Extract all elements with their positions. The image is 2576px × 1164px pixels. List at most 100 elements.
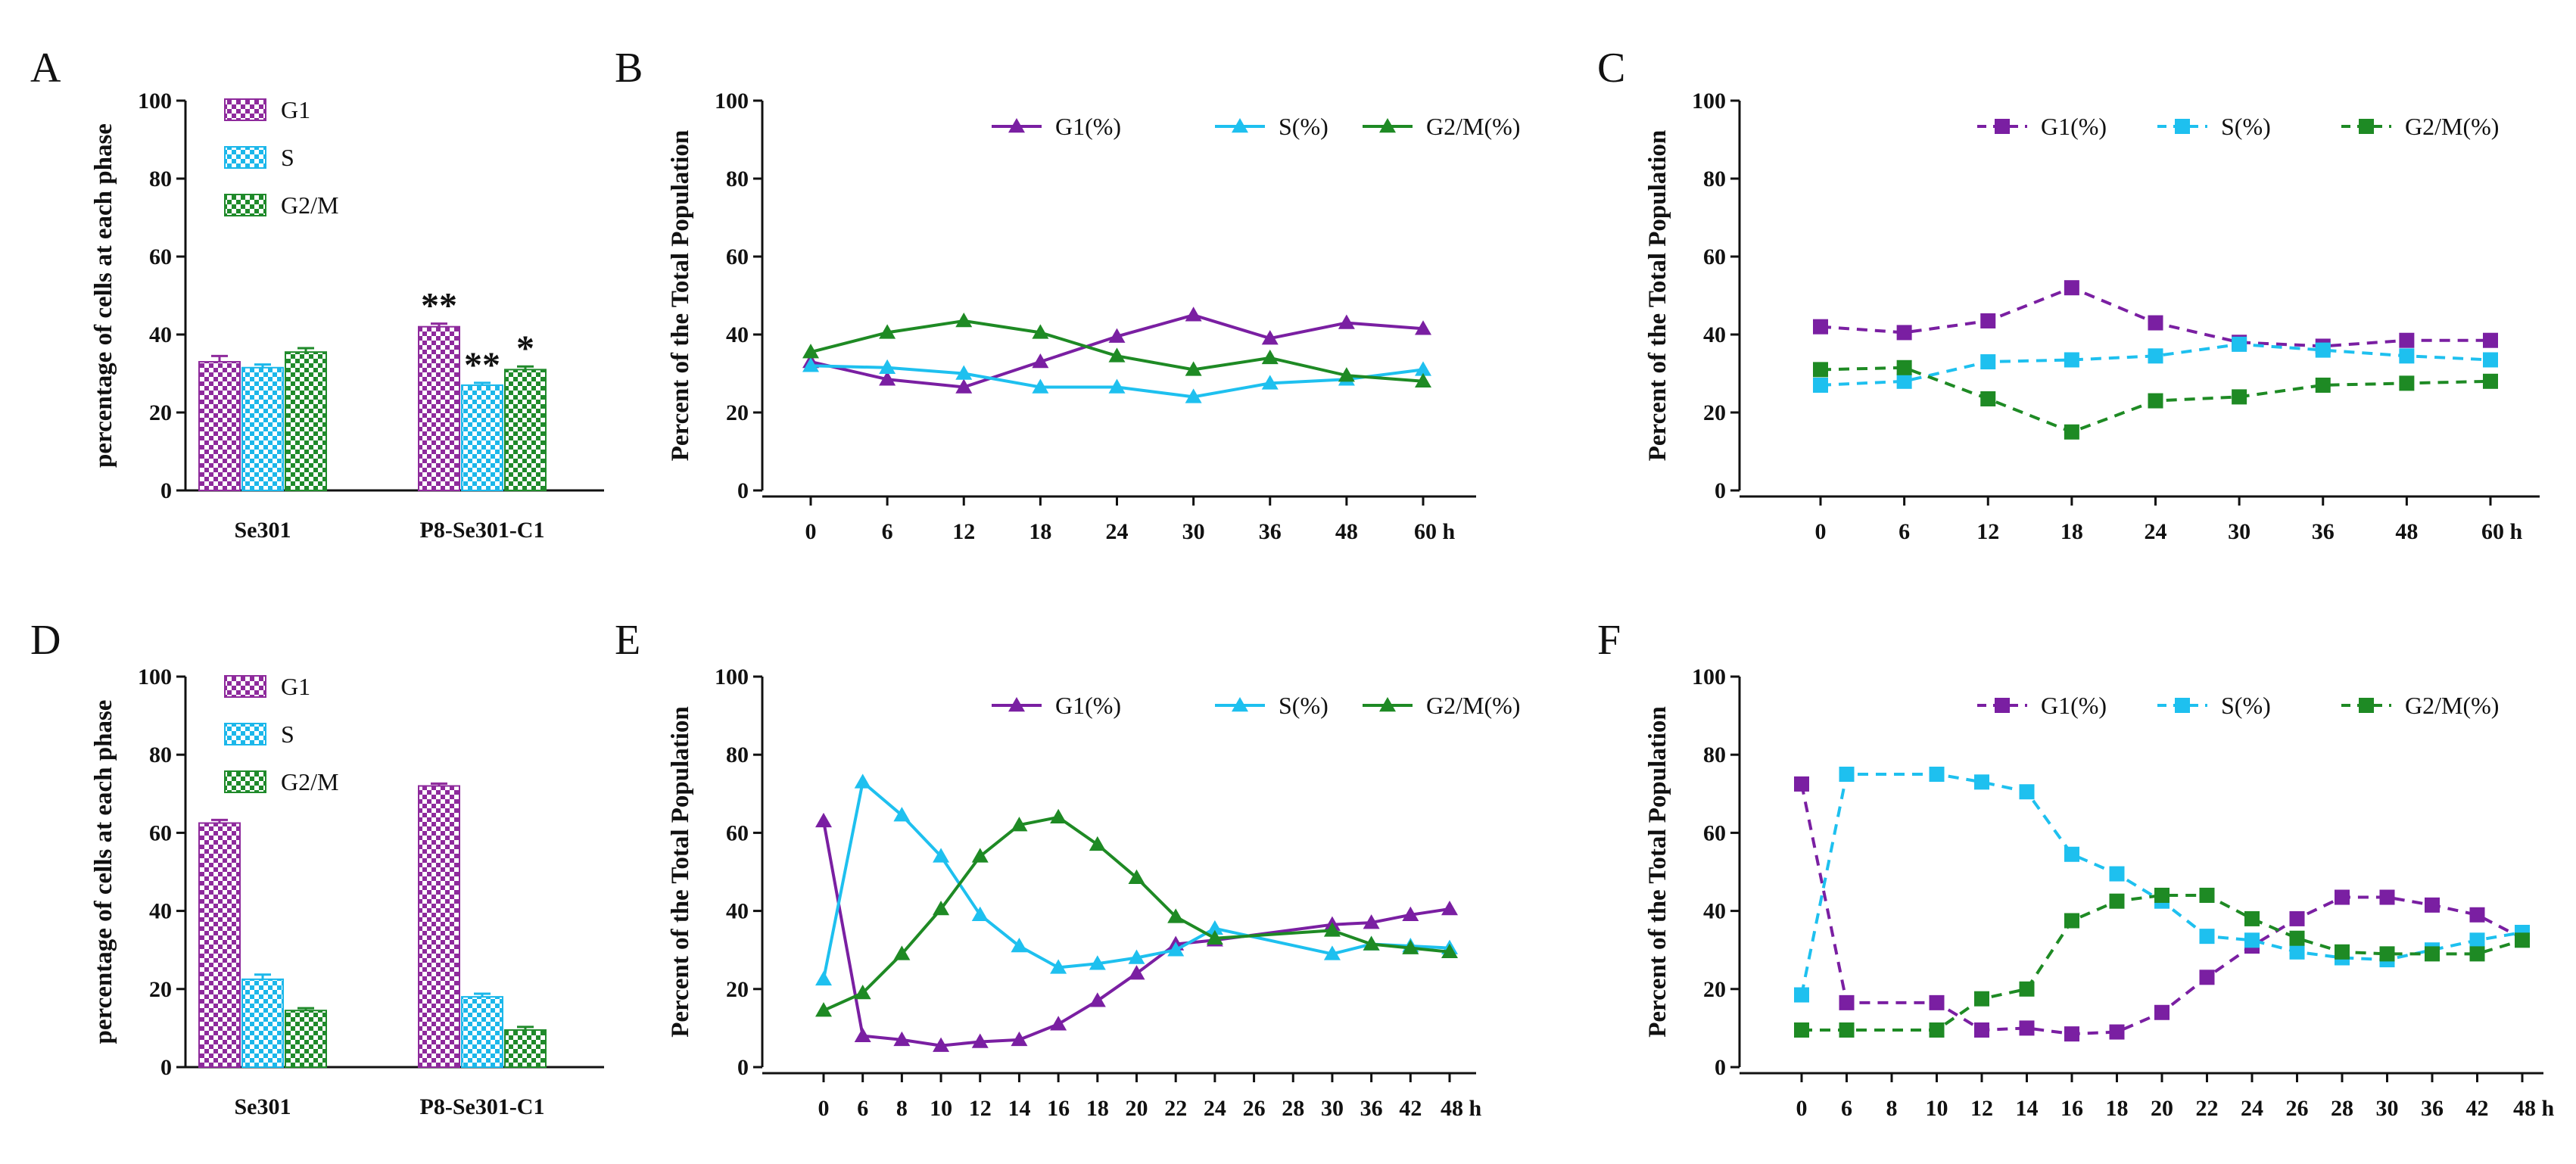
data-point-g2m (1108, 347, 1126, 363)
data-point-s (1323, 945, 1341, 960)
data-point-g1 (815, 812, 832, 828)
data-point-s (1261, 375, 1279, 390)
data-point-g2m (802, 344, 819, 359)
data-point-g2m (2483, 373, 2498, 389)
data-point-g2m (2425, 946, 2440, 962)
data-point-s (2109, 866, 2125, 882)
y-tick-label: 80 (1703, 167, 1726, 191)
legend-label: G2/M (281, 191, 338, 219)
data-point-s (955, 365, 973, 380)
bar-g1-0 (198, 361, 241, 491)
y-tick-label: 40 (149, 322, 172, 347)
data-point-g2m (1032, 324, 1049, 339)
data-point-g2m (2148, 393, 2163, 409)
x-tick-label: 12 (1976, 519, 1999, 544)
legend-swatch (224, 194, 266, 216)
x-tick-label: 0 (818, 1096, 830, 1121)
data-point-g1 (1185, 307, 1202, 322)
x-tick-label: 16 (1047, 1096, 1070, 1121)
legend-marker (1008, 118, 1025, 133)
panel-letter: B (615, 45, 643, 92)
data-point-g2m (2379, 946, 2395, 962)
x-tick-label: 0 (805, 519, 817, 544)
data-point-g1 (2064, 1026, 2079, 1042)
x-tick-label: 8 (1886, 1096, 1898, 1121)
legend-swatch (224, 770, 266, 793)
data-point-s (1206, 920, 1223, 935)
significance-label: ** (464, 345, 500, 385)
data-point-g2m (1185, 361, 1202, 376)
data-point-s (854, 773, 871, 789)
y-tick-label: 100 (1692, 89, 1726, 114)
x-tick-label: 6 (857, 1096, 868, 1121)
data-point-g1 (1974, 1022, 1989, 1038)
data-point-g2m (2315, 377, 2331, 393)
y-axis-title: percentage of cells at each phase (90, 123, 117, 468)
x-tick-label: 6 (882, 519, 893, 544)
data-point-s (1980, 354, 1996, 370)
legend-label: G2/M(%) (2405, 113, 2499, 140)
x-tick-label: 30 (2376, 1096, 2399, 1121)
legend-label: S(%) (1279, 692, 1328, 719)
x-category-label: P8-Se301-C1 (420, 518, 545, 543)
x-tick-label: 20 (2151, 1096, 2173, 1121)
data-point-g1 (893, 1031, 911, 1047)
data-point-s (815, 970, 832, 986)
data-point-g2m (2399, 375, 2415, 391)
data-point-g2m (1441, 943, 1458, 959)
data-point-g2m (2232, 389, 2247, 405)
data-point-g1 (1261, 330, 1279, 345)
legend-label: S(%) (2221, 113, 2271, 140)
data-point-g2m (1338, 367, 1355, 382)
bar-g1-1 (418, 785, 460, 1068)
data-point-g1 (1108, 328, 1126, 343)
x-tick-label: 12 (969, 1096, 992, 1121)
data-point-g2m (1089, 836, 1106, 851)
x-tick-label: 10 (1926, 1096, 1948, 1121)
y-tick-label: 60 (1703, 244, 1726, 269)
data-point-g1 (1813, 319, 1828, 335)
data-point-s (2148, 348, 2163, 364)
bar-g2m-0 (285, 1010, 327, 1069)
legend-swatch (224, 675, 266, 698)
y-tick-label: 0 (1715, 1055, 1726, 1080)
x-tick-label: 42 (2466, 1096, 2489, 1121)
y-tick-label: 100 (1692, 664, 1726, 689)
data-point-g1 (2483, 332, 2498, 348)
data-point-g2m (1050, 808, 1067, 824)
data-point-g2m (1974, 991, 1989, 1007)
data-point-s (1167, 941, 1185, 957)
x-tick-label: 6 (1841, 1096, 1852, 1121)
data-point-g1 (955, 378, 973, 394)
x-tick-label: 18 (1029, 519, 1051, 544)
data-point-g1 (1032, 353, 1049, 369)
legend-swatch (224, 146, 266, 169)
data-point-g2m (879, 324, 896, 339)
x-tick-label: 28 (1282, 1096, 1304, 1121)
data-point-s (2244, 932, 2260, 948)
x-tick-label: 36 (2421, 1096, 2444, 1121)
legend-swatch (224, 723, 266, 745)
x-category-label: Se301 (235, 1094, 291, 1119)
x-tick-label: 26 (1243, 1096, 1266, 1121)
y-tick-label: 100 (138, 664, 172, 689)
x-tick-label: 42 (1399, 1096, 1422, 1121)
y-tick-label: 40 (726, 899, 749, 924)
x-tick-label: 24 (1204, 1096, 1226, 1121)
x-tick-label: 14 (1008, 1096, 1030, 1121)
y-axis-title: percentage of cells at each phase (90, 700, 117, 1044)
x-tick-label: 36 (1259, 519, 1282, 544)
x-tick-label: 26 (2286, 1096, 2309, 1121)
data-point-g2m (815, 1002, 832, 1017)
legend-marker (1008, 697, 1025, 712)
data-point-g1 (1980, 313, 1996, 328)
data-point-g1 (2425, 897, 2440, 913)
x-tick-label: 48 h (2513, 1096, 2555, 1121)
data-point-g2m (2064, 424, 2079, 440)
legend-marker (1379, 118, 1396, 133)
data-point-s (1929, 767, 1945, 782)
bar-g2m-1 (504, 369, 547, 491)
legend-label: G1(%) (1055, 692, 1121, 719)
